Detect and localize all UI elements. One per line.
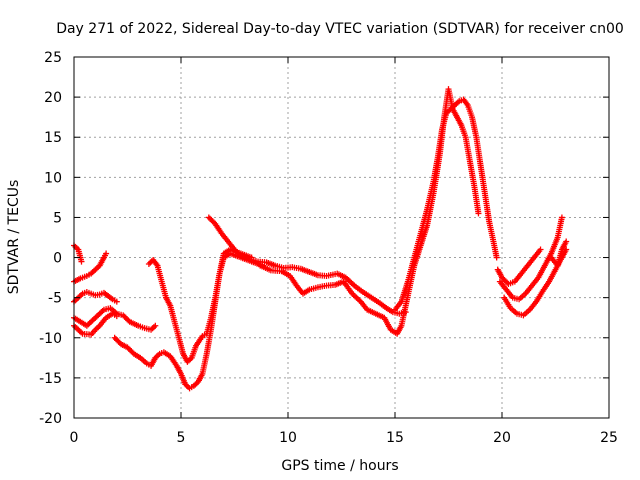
series-track-2 bbox=[71, 250, 110, 285]
y-tick-label: -10 bbox=[39, 331, 62, 347]
y-tick-labels: -20 -15 -10 -5 0 5 10 15 20 25 bbox=[39, 50, 62, 427]
series-track-13 bbox=[501, 246, 570, 319]
y-tick-label: 20 bbox=[44, 90, 62, 106]
data-point bbox=[475, 210, 482, 217]
y-tick-label: -20 bbox=[39, 411, 62, 427]
x-tick-label: 0 bbox=[70, 430, 79, 446]
x-tick-label: 20 bbox=[493, 430, 511, 446]
series-track-3 bbox=[71, 289, 120, 305]
y-tick-label: -15 bbox=[39, 371, 62, 387]
x-axis-label: GPS time / hours bbox=[281, 458, 398, 474]
y-tick-label: -5 bbox=[48, 291, 62, 307]
data-point bbox=[103, 250, 110, 257]
y-tick-label: 0 bbox=[53, 251, 62, 267]
axis-ticks bbox=[73, 56, 610, 419]
series-track-8 bbox=[205, 214, 409, 317]
y-axis-label: SDTVAR / TECUs bbox=[6, 180, 22, 295]
data-point bbox=[493, 254, 500, 261]
x-tick-label: 15 bbox=[386, 430, 404, 446]
y-tick-label: 15 bbox=[44, 130, 62, 146]
data-point bbox=[152, 322, 159, 329]
data-point bbox=[78, 258, 85, 265]
series-track-6 bbox=[111, 250, 266, 392]
y-tick-label: 5 bbox=[53, 210, 62, 226]
y-tick-label: 25 bbox=[44, 50, 62, 66]
x-tick-labels: 0 5 10 15 20 25 bbox=[70, 430, 618, 446]
y-tick-label: 10 bbox=[44, 170, 62, 186]
chart-title: Day 271 of 2022, Sidereal Day-to-day VTE… bbox=[56, 21, 624, 37]
series-track-10 bbox=[392, 96, 500, 313]
data-point bbox=[113, 298, 120, 305]
x-tick-label: 5 bbox=[177, 430, 186, 446]
series-track-14 bbox=[548, 238, 570, 269]
data-point bbox=[563, 238, 570, 245]
series-track-1 bbox=[71, 242, 85, 265]
data-markers bbox=[71, 86, 570, 392]
plot-frame bbox=[73, 56, 610, 419]
x-tick-label: 25 bbox=[600, 430, 618, 446]
x-tick-label: 10 bbox=[279, 430, 297, 446]
data-point bbox=[558, 214, 565, 221]
data-point bbox=[537, 246, 544, 253]
series-track-4 bbox=[71, 305, 159, 333]
series-track-11 bbox=[494, 246, 544, 288]
series-track-7 bbox=[145, 246, 255, 365]
data-point bbox=[113, 313, 120, 320]
